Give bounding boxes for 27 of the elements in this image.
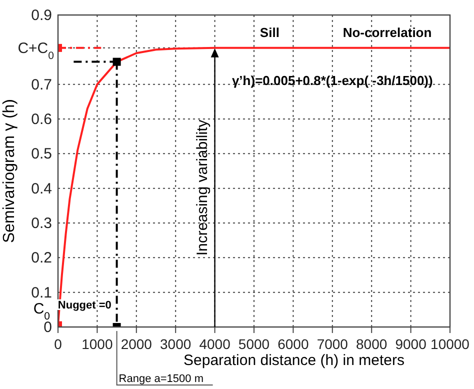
- x-tick-label: 7000: [316, 336, 348, 352]
- y-tick-label: 0.4: [31, 180, 52, 198]
- y-tick-label: 0.7: [31, 76, 52, 94]
- annotation: No-correlation: [342, 24, 432, 40]
- x-tick-label: 0: [54, 336, 62, 352]
- x-tick-label: 2000: [120, 336, 152, 352]
- y-axis-title: Semivariogram γ (h): [1, 98, 18, 244]
- y-tick-label: 0.3: [31, 215, 52, 232]
- y-tick-label: 0.2: [31, 250, 52, 267]
- x-tick-label: 5000: [238, 336, 270, 352]
- annotation: Sill: [260, 24, 280, 40]
- x-tick-label: 1000: [82, 336, 113, 352]
- annotation: γ’h)=0.005+0.8*(1-exp( -3h/1500)): [232, 73, 433, 88]
- y-tick-label: 0.6: [31, 111, 52, 128]
- y-tick-label: 0.5: [31, 146, 52, 163]
- annotation: Increasing variability: [194, 119, 211, 256]
- annotation: Range a=1500 m: [118, 373, 204, 385]
- ref-line-label: C+C$_{0}$: [18, 40, 54, 62]
- x-tick-label: 6000: [278, 336, 309, 352]
- x-tick-label: 8000: [356, 336, 388, 352]
- y-tick-label: 0.9: [31, 7, 52, 24]
- x-tick-label: 9000: [395, 336, 427, 352]
- x-tick-label: 10000: [430, 336, 470, 352]
- x-tick-label: 4000: [199, 336, 231, 352]
- x-axis-title: Separation distance (h) in meters: [184, 352, 404, 369]
- x-tick-label: 3000: [160, 336, 192, 352]
- y-tick-label: 0.1: [31, 284, 52, 302]
